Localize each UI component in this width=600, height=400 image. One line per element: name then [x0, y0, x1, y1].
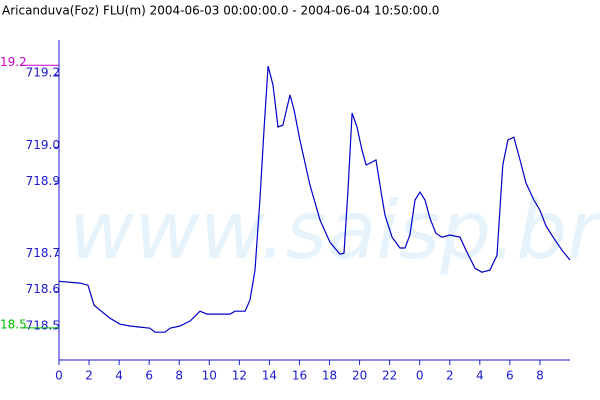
y-tick-label: 718.6	[26, 282, 60, 296]
x-tick-label: 10	[202, 369, 217, 383]
x-tick-label: 2	[446, 369, 454, 383]
x-tick-label: 22	[382, 369, 397, 383]
x-tick-label: 6	[506, 369, 514, 383]
y-tick-label: 718.7	[26, 246, 60, 260]
x-tick-label: 8	[175, 369, 183, 383]
x-tick-label: 12	[232, 369, 247, 383]
chart-title: Aricanduva(Foz) FLU(m) 2004-06-03 00:00:…	[2, 4, 439, 18]
x-tick-label: 18	[322, 369, 337, 383]
x-tick-label: 14	[262, 369, 277, 383]
y-tick-label: 719.2	[26, 66, 60, 80]
x-tick-label: 6	[145, 369, 153, 383]
x-tick-label: 2	[85, 369, 93, 383]
x-tick-label: 16	[292, 369, 307, 383]
reference-label: 18.5	[0, 317, 27, 331]
y-tick-label: 718.5	[26, 318, 60, 332]
watermark: www.saisp.br	[69, 184, 600, 277]
x-tick-label: 20	[352, 369, 367, 383]
x-tick-label: 0	[55, 369, 63, 383]
x-tick-label: 4	[476, 369, 484, 383]
x-tick-label: 4	[115, 369, 123, 383]
y-tick-label: 718.9	[26, 174, 60, 188]
x-tick-label: 8	[536, 369, 544, 383]
x-tick-label: 0	[416, 369, 424, 383]
reference-label: 19.2	[0, 55, 27, 69]
y-tick-label: 719.0	[26, 138, 60, 152]
data-line	[58, 65, 571, 333]
